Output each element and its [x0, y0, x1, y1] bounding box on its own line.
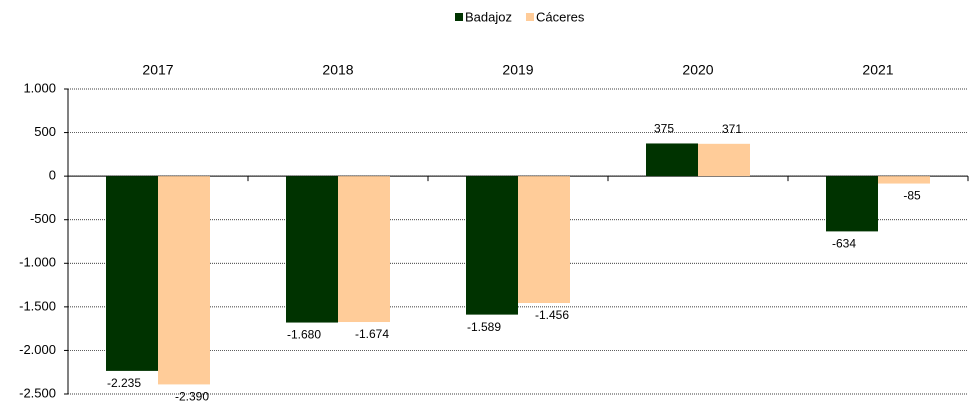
category-label: 2017 [142, 62, 173, 78]
data-label: 371 [722, 122, 742, 136]
y-tick-label: -500 [30, 211, 56, 226]
y-tick-label: -1.500 [19, 298, 56, 313]
bar [286, 176, 338, 323]
legend-label: Cáceres [536, 9, 585, 24]
bar [106, 176, 158, 371]
data-label: -634 [832, 237, 856, 251]
y-tick-label: 1.000 [23, 80, 56, 95]
legend-swatch [455, 13, 463, 21]
data-label: -1.680 [287, 328, 321, 342]
data-label: -2.390 [175, 390, 209, 404]
data-label: -1.589 [467, 320, 501, 334]
data-label: 375 [654, 122, 674, 136]
data-label: -1.456 [535, 308, 569, 322]
bar [518, 176, 570, 304]
y-tick-label: 0 [49, 168, 56, 183]
y-tick-label: 500 [34, 124, 56, 139]
data-label: -1.674 [355, 327, 389, 341]
category-label: 2018 [322, 62, 353, 78]
y-tick-label: -2.000 [19, 342, 56, 357]
legend-label: Badajoz [465, 9, 512, 24]
bar [698, 143, 750, 177]
bar [158, 176, 210, 385]
bar [826, 176, 878, 232]
y-tick-label: -2.500 [19, 385, 56, 400]
bar [646, 143, 698, 177]
category-label: 2021 [862, 62, 893, 78]
data-label: -2.235 [107, 376, 141, 390]
category-label: 2019 [502, 62, 533, 78]
legend-swatch [525, 13, 534, 21]
bar [466, 176, 518, 315]
y-tick-label: -1.000 [19, 255, 56, 270]
bar [338, 176, 390, 323]
bar [878, 176, 930, 184]
data-label: -85 [903, 189, 921, 203]
category-label: 2020 [682, 62, 713, 78]
